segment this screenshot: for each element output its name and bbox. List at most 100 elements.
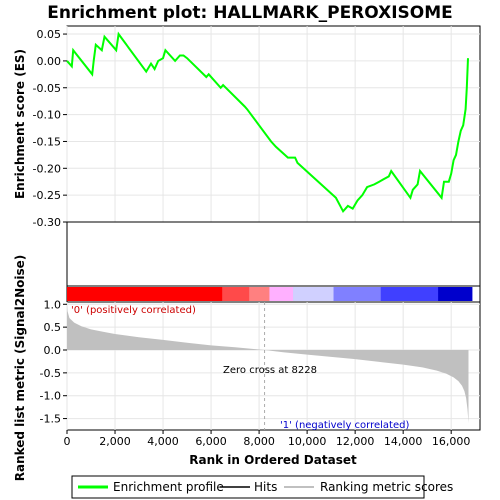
- color-bar-segment: [357, 287, 362, 301]
- chart-title: Enrichment plot: HALLMARK_PEROXISOME: [47, 3, 453, 23]
- color-bar-segment: [174, 287, 179, 301]
- color-bar-segment: [205, 287, 210, 301]
- color-bar-segment: [164, 287, 169, 301]
- color-bar-segment: [93, 287, 98, 301]
- color-bar-segment: [137, 287, 142, 301]
- color-bar-segment: [147, 287, 152, 301]
- color-bar-segment: [104, 287, 109, 301]
- color-bar-segment: [326, 287, 331, 301]
- legend-label-enrichment: Enrichment profile: [113, 480, 224, 494]
- color-bar-segment: [320, 287, 324, 301]
- positive-correlation-label: '0' (positively correlated): [71, 305, 196, 316]
- color-bar-segment: [222, 287, 227, 301]
- color-bar-segment: [465, 287, 470, 301]
- color-bar-segment: [232, 287, 237, 301]
- metric-y-tick-label: -0.5: [40, 367, 61, 380]
- color-bar-segment: [249, 287, 254, 301]
- color-bar-segment: [141, 287, 146, 301]
- es-y-axis-label: Enrichment score (ES): [13, 49, 27, 199]
- color-bar-segment: [151, 287, 156, 301]
- color-bar-segment: [158, 287, 163, 301]
- color-bar-segment: [212, 287, 217, 301]
- color-bar-segment: [384, 287, 389, 301]
- hits-strip-frame: [66, 221, 481, 287]
- metric-x-axis: 0 2,000 4,000 6,000 8,000 10,000 12,000 14,000 1…: [64, 430, 470, 448]
- color-bar-segment: [208, 287, 213, 301]
- color-bar-segment: [218, 287, 223, 301]
- color-bar-segment: [127, 287, 132, 301]
- color-bar-segment: [309, 287, 314, 301]
- color-bar-segment: [188, 287, 193, 301]
- metric-panel-frame: [66, 301, 481, 431]
- color-bar-segment: [434, 287, 439, 301]
- color-bar-segment: [235, 287, 240, 301]
- color-bar-segment: [110, 287, 115, 301]
- color-bar-segment: [367, 287, 372, 301]
- color-bar-segment: [333, 287, 338, 301]
- es-y-tick-label: -0.20: [33, 162, 61, 175]
- es-panel: 0.05 0.00 -0.05 -0.10 -0.15 -0.20 -0.25 -0.30 E…: [13, 25, 481, 284]
- color-bar-segment: [171, 287, 176, 301]
- color-bar-segment: [259, 287, 264, 301]
- color-bar-segment: [461, 287, 466, 301]
- color-bar-segment: [451, 287, 456, 301]
- es-y-tick-label: -0.25: [33, 189, 61, 202]
- color-bar-segment: [411, 287, 416, 301]
- color-bar-segment: [279, 287, 284, 301]
- color-bar-segment: [340, 287, 345, 301]
- metric-y-tick-label: -1.5: [40, 413, 61, 426]
- color-bar-segment: [438, 287, 443, 301]
- color-bar-segment: [242, 287, 247, 301]
- metric-x-tick-label: 2,000: [99, 435, 131, 448]
- color-bar-segment: [424, 287, 429, 301]
- color-bar-segment: [245, 287, 250, 301]
- es-y-tick-label: 0.00: [37, 55, 62, 68]
- color-bar-segment: [228, 287, 233, 301]
- color-bar-segment: [120, 287, 125, 301]
- color-bar-segment: [154, 287, 159, 301]
- metric-x-tick-label: 10,000: [288, 435, 327, 448]
- color-bar-segment: [124, 287, 129, 301]
- color-bar-segment: [377, 287, 382, 301]
- color-bar-segment: [87, 287, 92, 301]
- color-bar-segment: [380, 287, 385, 301]
- color-bar-segment: [73, 287, 78, 301]
- color-bar-segment: [363, 287, 368, 301]
- metric-x-tick-label: 6,000: [195, 435, 227, 448]
- color-bar-segment: [215, 287, 220, 301]
- color-bar-segment: [239, 287, 244, 301]
- color-bar-segment: [360, 287, 365, 301]
- es-y-axis: 0.05 0.00 -0.05 -0.10 -0.15 -0.20 -0.25 -0.30: [33, 28, 67, 229]
- zero-cross-label: Zero cross at 8228: [223, 365, 317, 376]
- es-panel-frame: [66, 25, 481, 223]
- color-bar-segment: [390, 287, 395, 301]
- color-bar-segment: [394, 287, 399, 301]
- color-bar-segment: [427, 287, 432, 301]
- color-bar-segment: [417, 287, 422, 301]
- es-y-tick-label: -0.05: [33, 82, 61, 95]
- color-bar-segment: [252, 287, 257, 301]
- metric-x-axis-label: Rank in Ordered Dataset: [189, 453, 357, 467]
- color-bar-segment: [262, 287, 267, 301]
- color-bar-segment: [70, 287, 75, 301]
- metric-y-tick-label: -1.0: [40, 390, 61, 403]
- color-bar-segment: [350, 287, 355, 301]
- color-bar-segment: [77, 287, 82, 301]
- color-bar-segment: [131, 287, 136, 301]
- color-bar-segment: [272, 287, 277, 301]
- es-y-tick-label: -0.15: [33, 135, 61, 148]
- color-bar-segment: [343, 287, 348, 301]
- color-bar-segment: [97, 287, 102, 301]
- color-bar-segment: [191, 287, 196, 301]
- color-bar-segment: [397, 287, 402, 301]
- color-bar-segment: [313, 287, 318, 301]
- color-bar-segment: [282, 287, 287, 301]
- color-bar-segment: [255, 287, 260, 301]
- color-bar-segment: [421, 287, 426, 301]
- color-bar-segment: [286, 287, 291, 301]
- color-bar-segment: [316, 287, 321, 301]
- es-y-tick-label: -0.10: [33, 109, 61, 122]
- color-bar-segment: [353, 287, 358, 301]
- color-bar-segment: [458, 287, 463, 301]
